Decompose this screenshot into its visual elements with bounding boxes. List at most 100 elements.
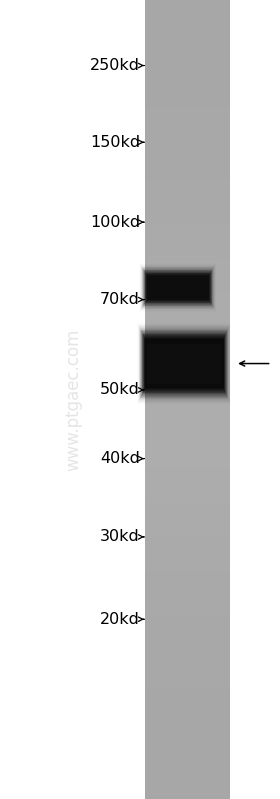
Bar [145,128,230,132]
Bar [145,511,230,515]
Bar [139,263,217,312]
Bar [145,731,230,735]
Bar [146,342,222,385]
Bar [145,312,230,316]
Bar [145,48,230,52]
Bar [145,531,230,535]
Bar [145,324,230,328]
Bar [145,447,230,451]
Bar [145,739,230,743]
Bar [145,607,230,611]
Bar [145,619,230,623]
Bar [145,308,230,312]
Bar [144,337,224,390]
Bar [145,423,230,427]
Bar [145,88,230,92]
Bar [145,459,230,463]
Bar [145,260,230,264]
Bar [145,208,230,212]
Bar [145,28,230,32]
Bar [145,160,230,164]
Bar [145,96,230,100]
Bar [145,479,230,483]
Bar [145,571,230,575]
Bar [145,172,230,176]
Bar [145,180,230,184]
Bar [141,329,228,398]
Bar [145,543,230,547]
Bar [145,4,230,8]
Bar [145,515,230,519]
Bar [145,559,230,563]
Bar [145,300,230,304]
Bar [140,264,216,311]
Bar [147,276,209,300]
Bar [145,268,230,272]
Bar [145,659,230,663]
Bar [145,240,230,244]
Bar [138,262,217,313]
Bar [145,795,230,799]
Bar [145,667,230,671]
Bar [145,407,230,411]
Bar [145,763,230,767]
Bar [145,288,230,292]
Bar [145,328,230,332]
Bar [145,108,230,112]
Bar [145,16,230,20]
Text: 50kd: 50kd [100,383,140,397]
Bar [145,388,230,392]
Bar [145,463,230,467]
Bar [142,268,213,307]
Bar [147,343,221,384]
Bar [138,324,230,403]
Bar [145,455,230,459]
Bar [144,338,224,389]
Bar [145,687,230,691]
Bar [140,328,228,399]
Bar [145,336,230,340]
Bar [145,244,230,248]
Bar [145,639,230,643]
Bar [143,334,226,393]
Bar [145,144,230,148]
Bar [145,272,211,303]
Bar [143,336,225,392]
Bar [145,136,230,140]
Bar [145,679,230,683]
Bar [144,336,225,391]
Bar [145,787,230,791]
Bar [145,675,230,679]
Bar [145,112,230,116]
Bar [145,427,230,431]
Bar [145,495,230,499]
Bar [145,116,230,120]
Bar [145,60,230,64]
Bar [145,132,230,136]
Bar [143,269,213,306]
Bar [145,615,230,619]
Bar [145,691,230,695]
Bar [145,304,230,308]
Bar [145,695,230,699]
Bar [145,236,230,240]
Bar [145,723,230,727]
Bar [145,280,230,284]
Bar [145,611,230,615]
Bar [142,268,214,308]
Bar [145,491,230,495]
Bar [141,267,214,308]
Bar [145,72,230,76]
Bar [145,415,230,419]
Bar [140,265,215,310]
Bar [145,715,230,719]
Bar [145,332,230,336]
Bar [145,36,230,40]
Bar [145,320,230,324]
Bar [145,431,230,435]
Bar [145,663,230,667]
Bar [145,340,223,388]
Bar [145,168,230,172]
Bar [145,671,230,675]
Bar [145,535,230,539]
